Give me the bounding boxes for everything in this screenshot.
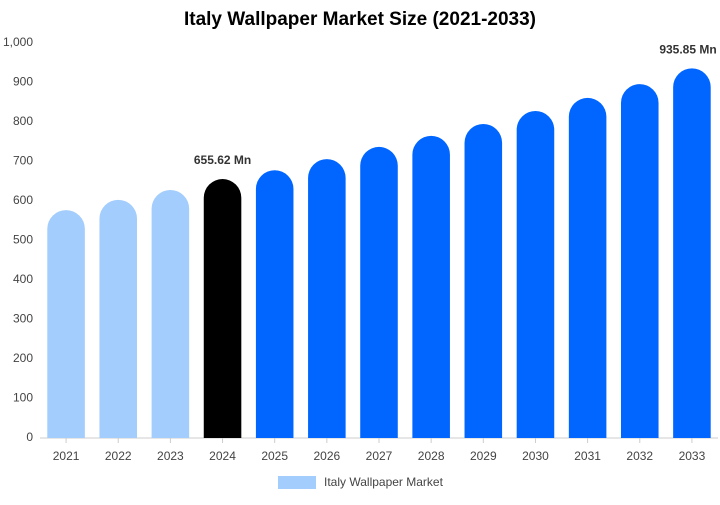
bar	[568, 97, 607, 438]
x-tick-label: 2023	[157, 449, 184, 463]
x-tick-label: 2030	[522, 449, 549, 463]
y-tick-label: 500	[13, 233, 33, 247]
bar	[203, 179, 242, 438]
x-tick-label: 2029	[470, 449, 497, 463]
legend-swatch	[278, 476, 316, 489]
x-tick-label: 2024	[209, 449, 236, 463]
bar	[308, 159, 346, 438]
x-tick-label: 2032	[626, 449, 653, 463]
y-tick-label: 900	[13, 75, 33, 89]
y-tick-label: 300	[13, 312, 33, 326]
y-tick-label: 600	[13, 193, 33, 207]
x-tick-label: 2021	[53, 449, 80, 463]
x-tick-label: 2033	[679, 449, 706, 463]
value-label: 655.62 Mn	[194, 153, 251, 167]
bar	[151, 189, 190, 438]
value-label: 935.85 Mn	[659, 43, 716, 57]
bar	[620, 84, 659, 438]
y-tick-label: 400	[13, 272, 33, 286]
bar	[412, 135, 450, 438]
bar	[255, 170, 294, 438]
x-tick-label: 2026	[313, 449, 340, 463]
x-tick-label: 2031	[574, 449, 601, 463]
bar	[360, 146, 398, 438]
bar	[516, 110, 555, 438]
y-tick-label: 100	[13, 391, 33, 405]
y-tick-label: 200	[13, 351, 33, 365]
x-tick-label: 2022	[105, 449, 132, 463]
x-tick-label: 2028	[418, 449, 445, 463]
y-tick-label: 800	[13, 114, 33, 128]
y-tick-label: 0	[26, 430, 33, 444]
y-tick-label: 1,000	[3, 35, 33, 49]
bar	[99, 199, 138, 438]
legend-label: Italy Wallpaper Market	[324, 475, 444, 489]
bar	[673, 68, 711, 439]
bar	[47, 210, 85, 438]
chart-title: Italy Wallpaper Market Size (2021-2033)	[184, 9, 536, 30]
y-tick-label: 700	[13, 154, 33, 168]
x-tick-label: 2027	[366, 449, 393, 463]
bar	[464, 124, 503, 439]
x-tick-label: 2025	[261, 449, 288, 463]
